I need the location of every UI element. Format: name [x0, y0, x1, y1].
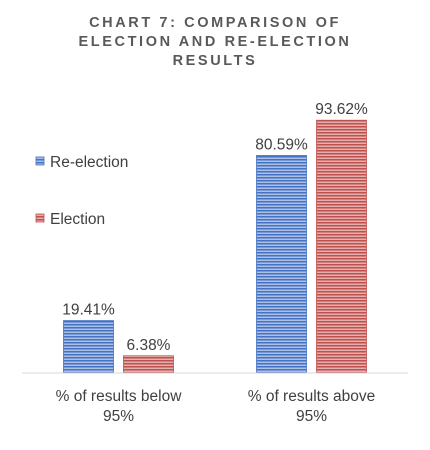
- legend-label: Re-election: [50, 154, 128, 171]
- chart-title: CHART 7: COMPARISON OF ELECTION AND RE-E…: [78, 15, 352, 69]
- data-label: 80.59%: [255, 136, 308, 153]
- bars: [63, 119, 367, 374]
- x-tick-label: % of results below: [56, 388, 183, 405]
- data-label: 93.62%: [315, 101, 368, 118]
- legend-label: Election: [50, 211, 105, 228]
- x-tick-label: 95%: [296, 408, 327, 425]
- legend: Re-election Election: [35, 154, 128, 228]
- x-tick-labels: % of results below 95% % of results above 9…: [56, 388, 376, 425]
- bar-re-election-cat1: [256, 155, 307, 374]
- legend-swatch: [35, 213, 45, 223]
- legend-swatch: [35, 156, 45, 166]
- data-labels: 19.41% 6.38% 80.59% 93.62%: [62, 101, 368, 354]
- bar-election-cat1: [316, 119, 367, 374]
- bar-re-election-cat0: [63, 320, 114, 374]
- bar-election-cat0: [123, 355, 174, 374]
- data-label: 19.41%: [62, 302, 115, 319]
- data-label: 6.38%: [127, 337, 171, 354]
- x-tick-label: 95%: [103, 408, 134, 425]
- x-tick-label: % of results above: [248, 388, 376, 405]
